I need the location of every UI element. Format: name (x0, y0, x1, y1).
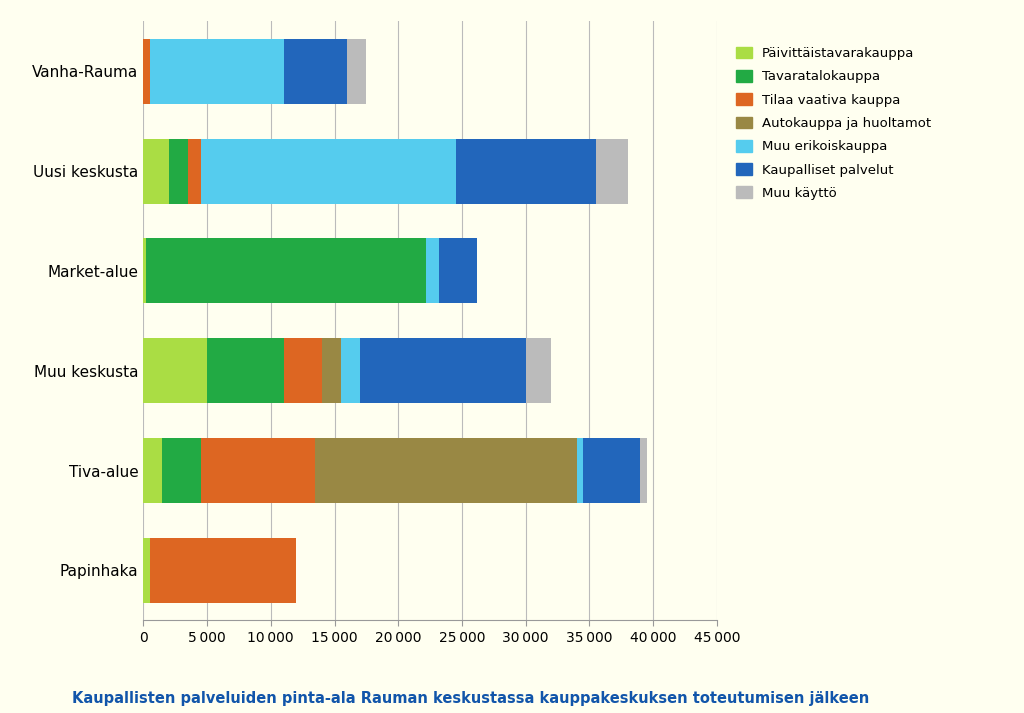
Bar (360, 338, 525, 403)
Bar (201, 138, 456, 204)
Bar (150, 538, 296, 603)
Bar (426, 238, 439, 304)
Bar (347, 39, 367, 103)
Bar (143, 538, 150, 603)
Bar (439, 238, 477, 304)
Bar (596, 138, 628, 204)
Text: Kaupallisten palveluiden pinta-ala Rauman keskustassa kauppakeskuksen toteutumis: Kaupallisten palveluiden pinta-ala Rauma… (72, 691, 869, 706)
Bar (145, 238, 426, 304)
Bar (577, 438, 583, 503)
Bar (163, 438, 201, 503)
Bar (169, 138, 188, 204)
Bar (284, 338, 322, 403)
Bar (150, 39, 284, 103)
Bar (525, 338, 551, 403)
Bar (143, 438, 163, 503)
Bar (322, 338, 341, 403)
Bar (207, 338, 284, 403)
Bar (640, 438, 647, 503)
Bar (143, 238, 145, 304)
Bar (315, 438, 577, 503)
Bar (583, 438, 640, 503)
Bar (143, 338, 207, 403)
Bar (284, 39, 347, 103)
Bar (456, 138, 596, 204)
Bar (188, 138, 201, 204)
Bar (201, 438, 315, 503)
Bar (143, 138, 169, 204)
Bar (143, 39, 150, 103)
Legend: Päivittäistavarakauppa, Tavaratalokauppa, Tilaa vaativa kauppa, Autokauppa ja hu: Päivittäistavarakauppa, Tavaratalokauppa… (729, 40, 938, 207)
Bar (341, 338, 360, 403)
